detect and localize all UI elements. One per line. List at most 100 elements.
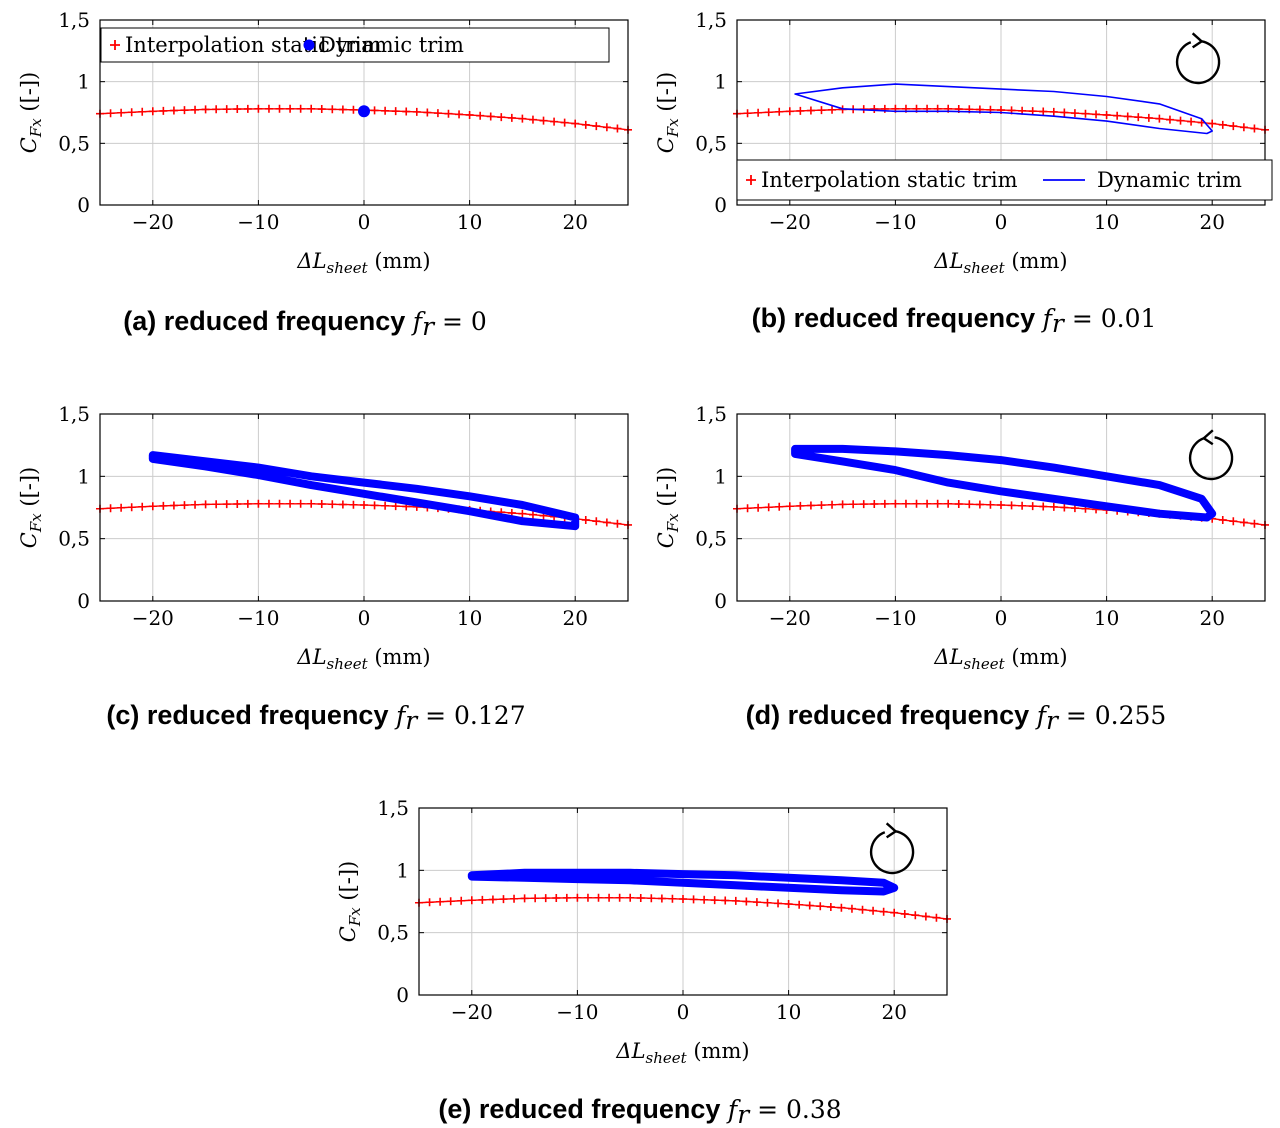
static-trim-marker <box>764 108 773 117</box>
static-trim-marker <box>796 106 805 115</box>
static-trim-marker <box>106 504 115 513</box>
static-trim-marker <box>552 894 561 903</box>
static-trim-marker <box>457 896 466 905</box>
static-trim-marker <box>1028 502 1037 511</box>
x-tick-label: −10 <box>874 606 916 630</box>
y-tick-label: 0,5 <box>695 527 727 551</box>
y-axis-label: CFx ([-]) <box>17 467 45 549</box>
static-trim-marker <box>932 913 941 922</box>
static-trim-marker <box>975 500 984 509</box>
x-tick-label: 0 <box>677 1000 690 1024</box>
dynamic-trim-point-a <box>358 105 370 118</box>
x-tick-label: 0 <box>995 606 1008 630</box>
legend-static-marker <box>110 40 120 50</box>
dynamic-trim-loop-e <box>467 868 899 896</box>
static-trim-marker <box>433 109 442 118</box>
dynamic-trim-loop-d <box>791 444 1217 522</box>
static-trim-marker <box>870 500 879 509</box>
y-tick-label: 0,5 <box>58 131 90 155</box>
static-trim-marker <box>117 503 126 512</box>
y-axis-label: CFx ([-]) <box>654 72 682 154</box>
static-trim-marker <box>602 123 611 132</box>
static-trim-marker <box>626 893 635 902</box>
static-trim-marker <box>562 893 571 902</box>
static-trim-marker <box>816 902 825 911</box>
static-trim-marker <box>560 118 569 127</box>
x-tick-label: −10 <box>874 210 916 234</box>
static-trim-marker <box>1155 114 1164 123</box>
static-trim-marker <box>710 896 719 905</box>
static-trim-marker <box>391 107 400 116</box>
static-trim-marker <box>1028 107 1037 116</box>
static-trim-marker <box>1176 116 1185 125</box>
x-tick-label: −10 <box>556 1000 598 1024</box>
static-trim-marker <box>338 500 347 509</box>
y-tick-label: 0,5 <box>58 527 90 551</box>
static-trim-marker <box>328 500 337 509</box>
static-trim-marker <box>243 499 252 508</box>
static-trim-marker <box>731 896 740 905</box>
legend-dynamic-marker <box>303 39 315 51</box>
static-trim-marker <box>201 500 210 509</box>
caption-b: (b) reduced frequency fr = 0.01 <box>752 303 1157 338</box>
static-trim-marker <box>486 112 495 121</box>
x-tick-label: 10 <box>776 1000 801 1024</box>
static-trim-marker <box>668 894 677 903</box>
subplot-c: −20 −10 0 10 20 0 0,5 1 1,5 ΔLsheet (mm) CFx ([-])… <box>17 402 632 735</box>
x-tick-label: −20 <box>769 606 811 630</box>
static-trim-marker <box>581 120 590 129</box>
static-trim-marker <box>212 105 221 114</box>
static-trim-marker <box>528 115 537 124</box>
static-trim-marker <box>286 499 295 508</box>
static-trim-marker <box>478 895 487 904</box>
y-tick-label: 1,5 <box>58 8 90 32</box>
static-trim-marker <box>689 895 698 904</box>
static-trim-marker <box>891 499 900 508</box>
y-tick-label: 1,5 <box>695 402 727 426</box>
static-trim-marker <box>901 499 910 508</box>
static-trim-marker <box>613 124 622 133</box>
y-tick-label: 1 <box>714 464 727 488</box>
static-trim-marker <box>159 106 168 115</box>
static-trim-marker <box>1218 515 1227 524</box>
static-trim-marker <box>679 895 687 904</box>
static-trim-marker <box>360 501 368 510</box>
static-trim-marker <box>127 503 136 512</box>
static-trim-marker <box>520 894 529 903</box>
static-trim-marker <box>847 904 856 913</box>
static-trim-marker <box>455 110 464 119</box>
static-trim-marker <box>317 500 326 509</box>
static-trim-marker <box>657 894 666 903</box>
caption-d: (d) reduced frequency fr = 0.255 <box>746 700 1167 735</box>
static-trim-marker <box>264 499 273 508</box>
static-trim-marker <box>986 500 995 509</box>
static-trim-marker <box>465 110 474 119</box>
x-tick-label: −20 <box>132 606 174 630</box>
static-trim-marker <box>296 499 305 508</box>
static-trim-marker <box>307 499 316 508</box>
x-tick-label: 10 <box>457 210 482 234</box>
x-tick-label: 20 <box>1199 210 1224 234</box>
static-trim-marker <box>911 911 920 920</box>
y-tick-label: 0,5 <box>695 131 727 155</box>
static-trim-marker <box>828 500 837 509</box>
static-trim-marker <box>954 500 963 509</box>
static-trim-marker <box>539 116 548 125</box>
static-trim-marker <box>613 519 622 528</box>
static-trim-marker <box>754 503 763 512</box>
static-trim-marker <box>763 898 772 907</box>
legend-entry-dynamic: Dynamic trim <box>1097 168 1242 192</box>
static-trim-marker <box>1229 122 1238 131</box>
static-trim-marker <box>879 907 888 916</box>
static-trim-marker <box>742 897 751 906</box>
static-trim-marker <box>1070 109 1079 118</box>
static-trim-marker <box>1165 115 1174 124</box>
static-trim-marker <box>700 895 709 904</box>
y-tick-label: 0 <box>714 193 727 217</box>
static-trim-marker <box>647 894 656 903</box>
static-trim-marker <box>858 905 867 914</box>
static-trim-marker <box>507 113 516 122</box>
x-tick-label: 20 <box>562 210 587 234</box>
